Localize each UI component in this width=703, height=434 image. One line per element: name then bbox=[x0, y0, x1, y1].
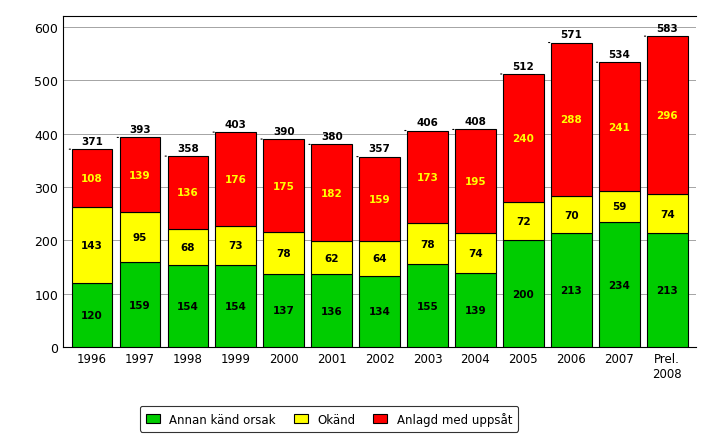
Text: 108: 108 bbox=[81, 174, 103, 184]
Text: 134: 134 bbox=[368, 306, 391, 316]
Text: 571: 571 bbox=[560, 30, 582, 40]
Text: 155: 155 bbox=[417, 301, 439, 311]
Text: 68: 68 bbox=[181, 242, 195, 252]
Text: 534: 534 bbox=[608, 50, 630, 60]
Bar bbox=[311, 145, 352, 242]
Text: 296: 296 bbox=[657, 111, 678, 121]
Text: 403: 403 bbox=[225, 120, 247, 130]
Text: 136: 136 bbox=[321, 306, 342, 316]
Bar bbox=[599, 63, 640, 191]
Text: 241: 241 bbox=[608, 122, 630, 132]
Bar bbox=[120, 212, 160, 263]
Bar bbox=[167, 265, 208, 347]
Bar bbox=[503, 75, 544, 203]
Bar bbox=[503, 241, 544, 347]
Bar bbox=[407, 223, 448, 265]
Text: 173: 173 bbox=[417, 172, 439, 182]
Text: 406: 406 bbox=[417, 118, 439, 128]
Bar bbox=[311, 275, 352, 347]
Text: 213: 213 bbox=[657, 286, 678, 296]
Bar bbox=[647, 194, 688, 234]
Bar bbox=[120, 138, 160, 212]
Text: 240: 240 bbox=[512, 134, 534, 144]
Bar bbox=[120, 263, 160, 347]
Bar bbox=[359, 242, 400, 276]
Bar bbox=[503, 203, 544, 241]
Text: 72: 72 bbox=[516, 217, 531, 227]
Bar bbox=[311, 242, 352, 275]
Bar bbox=[359, 157, 400, 242]
Text: 136: 136 bbox=[177, 188, 199, 198]
Text: 175: 175 bbox=[273, 181, 295, 191]
Bar bbox=[599, 191, 640, 223]
Text: 159: 159 bbox=[129, 300, 150, 310]
Text: 182: 182 bbox=[321, 188, 342, 198]
Text: 59: 59 bbox=[612, 202, 626, 212]
Text: 62: 62 bbox=[325, 253, 339, 263]
Text: 176: 176 bbox=[225, 174, 247, 184]
Text: 73: 73 bbox=[228, 241, 243, 251]
Bar bbox=[455, 234, 496, 273]
Bar bbox=[72, 283, 112, 347]
Text: 139: 139 bbox=[129, 170, 150, 180]
Bar bbox=[455, 273, 496, 347]
Text: 200: 200 bbox=[512, 289, 534, 299]
Bar bbox=[407, 265, 448, 347]
Bar bbox=[264, 233, 304, 274]
Text: 408: 408 bbox=[465, 117, 486, 127]
Bar bbox=[167, 157, 208, 229]
Text: 154: 154 bbox=[225, 301, 247, 311]
Text: 159: 159 bbox=[369, 194, 390, 204]
Bar bbox=[215, 133, 256, 227]
Text: 78: 78 bbox=[276, 249, 291, 259]
Bar bbox=[647, 37, 688, 194]
Text: 234: 234 bbox=[608, 280, 630, 290]
Bar bbox=[215, 265, 256, 347]
Text: 583: 583 bbox=[657, 24, 678, 34]
Bar bbox=[264, 140, 304, 233]
Text: 139: 139 bbox=[465, 305, 486, 315]
Text: 390: 390 bbox=[273, 127, 295, 137]
Text: 74: 74 bbox=[468, 249, 483, 259]
Text: 95: 95 bbox=[133, 232, 147, 242]
Bar bbox=[551, 197, 592, 234]
Text: 288: 288 bbox=[560, 115, 582, 125]
Text: 371: 371 bbox=[81, 137, 103, 147]
Bar bbox=[647, 234, 688, 347]
Text: 195: 195 bbox=[465, 177, 486, 187]
Bar bbox=[599, 223, 640, 347]
Text: 213: 213 bbox=[560, 286, 582, 296]
Text: 512: 512 bbox=[512, 62, 534, 72]
Text: 380: 380 bbox=[321, 132, 342, 142]
Text: 137: 137 bbox=[273, 306, 295, 316]
Text: 64: 64 bbox=[373, 254, 387, 264]
Bar bbox=[455, 130, 496, 234]
Bar bbox=[264, 274, 304, 347]
Text: 78: 78 bbox=[420, 239, 435, 249]
Bar bbox=[215, 227, 256, 265]
Bar bbox=[407, 131, 448, 223]
Legend: Annan känd orsak, Okänd, Anlagd med uppsåt: Annan känd orsak, Okänd, Anlagd med upps… bbox=[140, 406, 518, 431]
Bar bbox=[551, 43, 592, 197]
Bar bbox=[359, 276, 400, 347]
Text: 357: 357 bbox=[368, 144, 391, 154]
Bar bbox=[551, 234, 592, 347]
Text: 70: 70 bbox=[564, 210, 579, 220]
Text: 154: 154 bbox=[177, 301, 199, 311]
Text: 74: 74 bbox=[660, 209, 675, 219]
Text: 358: 358 bbox=[177, 144, 199, 154]
Bar bbox=[72, 150, 112, 207]
Text: 143: 143 bbox=[81, 240, 103, 250]
Text: 393: 393 bbox=[129, 125, 150, 135]
Text: 120: 120 bbox=[81, 310, 103, 320]
Bar bbox=[72, 207, 112, 283]
Bar bbox=[167, 229, 208, 265]
